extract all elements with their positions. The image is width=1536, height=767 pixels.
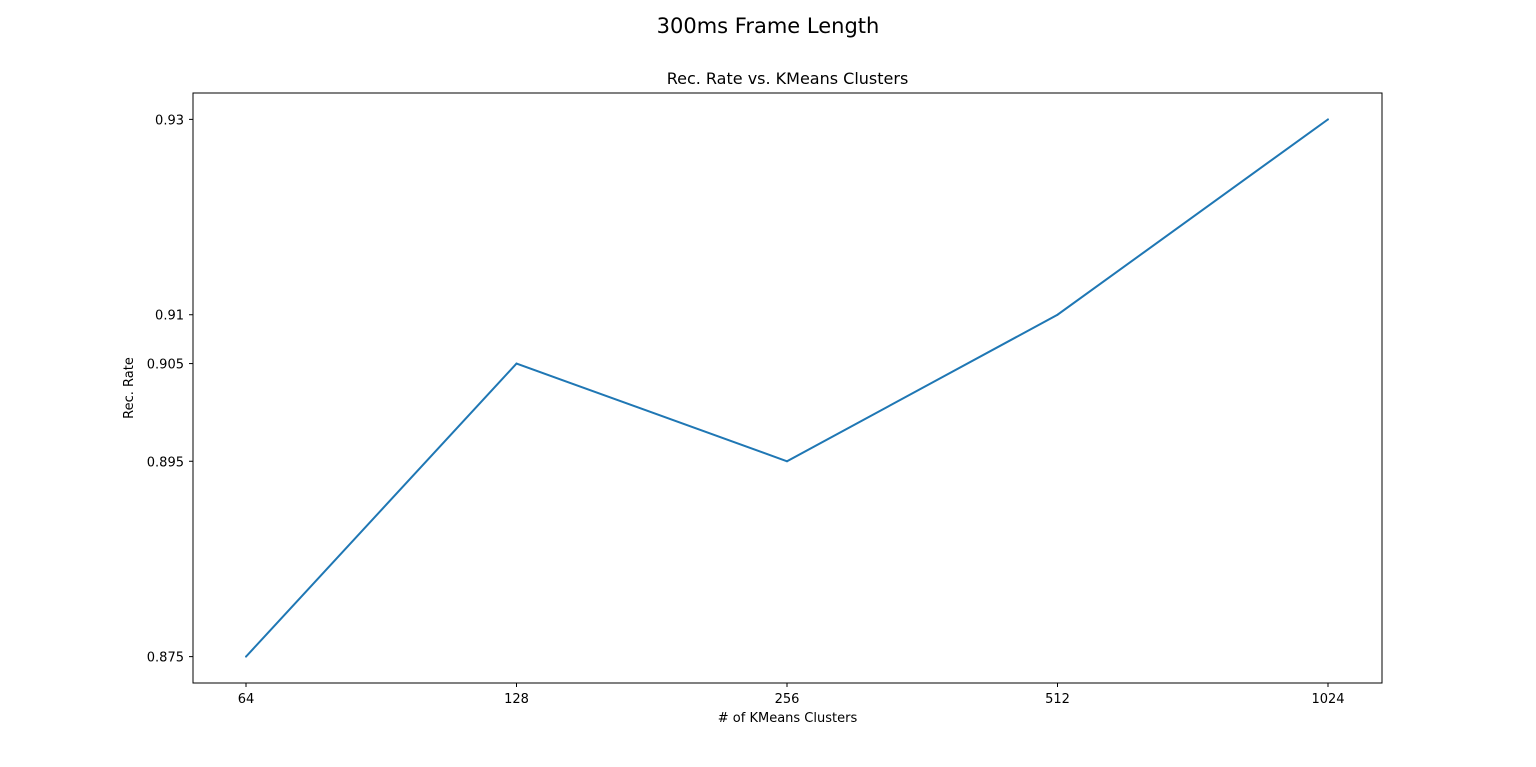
- y-tick-label: 0.895: [147, 455, 184, 470]
- y-tick-label: 0.91: [155, 309, 184, 324]
- y-axis-label: Rec. Rate: [122, 357, 137, 419]
- figure-suptitle: 300ms Frame Length: [657, 14, 880, 38]
- series-layer: [245, 118, 1329, 658]
- y-axis: 0.875 0.895 0.905 0.91 0.93: [147, 113, 193, 666]
- chart-title: Rec. Rate vs. KMeans Clusters: [667, 69, 909, 88]
- data-point: [1056, 313, 1059, 316]
- y-tick-label: 0.905: [147, 358, 184, 373]
- plot-frame: [192, 92, 1383, 684]
- x-axis: 64 128 256 512 1024: [238, 683, 1345, 707]
- x-tick-label: 1024: [1311, 692, 1344, 707]
- data-point: [515, 362, 518, 365]
- y-tick-label: 0.875: [147, 651, 184, 666]
- y-tick-label: 0.93: [155, 113, 184, 128]
- x-axis-label: # of KMeans Clusters: [718, 711, 858, 726]
- x-tick-label: 128: [504, 692, 529, 707]
- data-point: [245, 655, 247, 658]
- x-tick-label: 64: [238, 692, 255, 707]
- data-point: [1327, 118, 1329, 121]
- plot-area: [192, 92, 1383, 684]
- data-point: [786, 460, 788, 463]
- x-tick-label: 512: [1045, 692, 1070, 707]
- x-tick-label: 256: [775, 692, 800, 707]
